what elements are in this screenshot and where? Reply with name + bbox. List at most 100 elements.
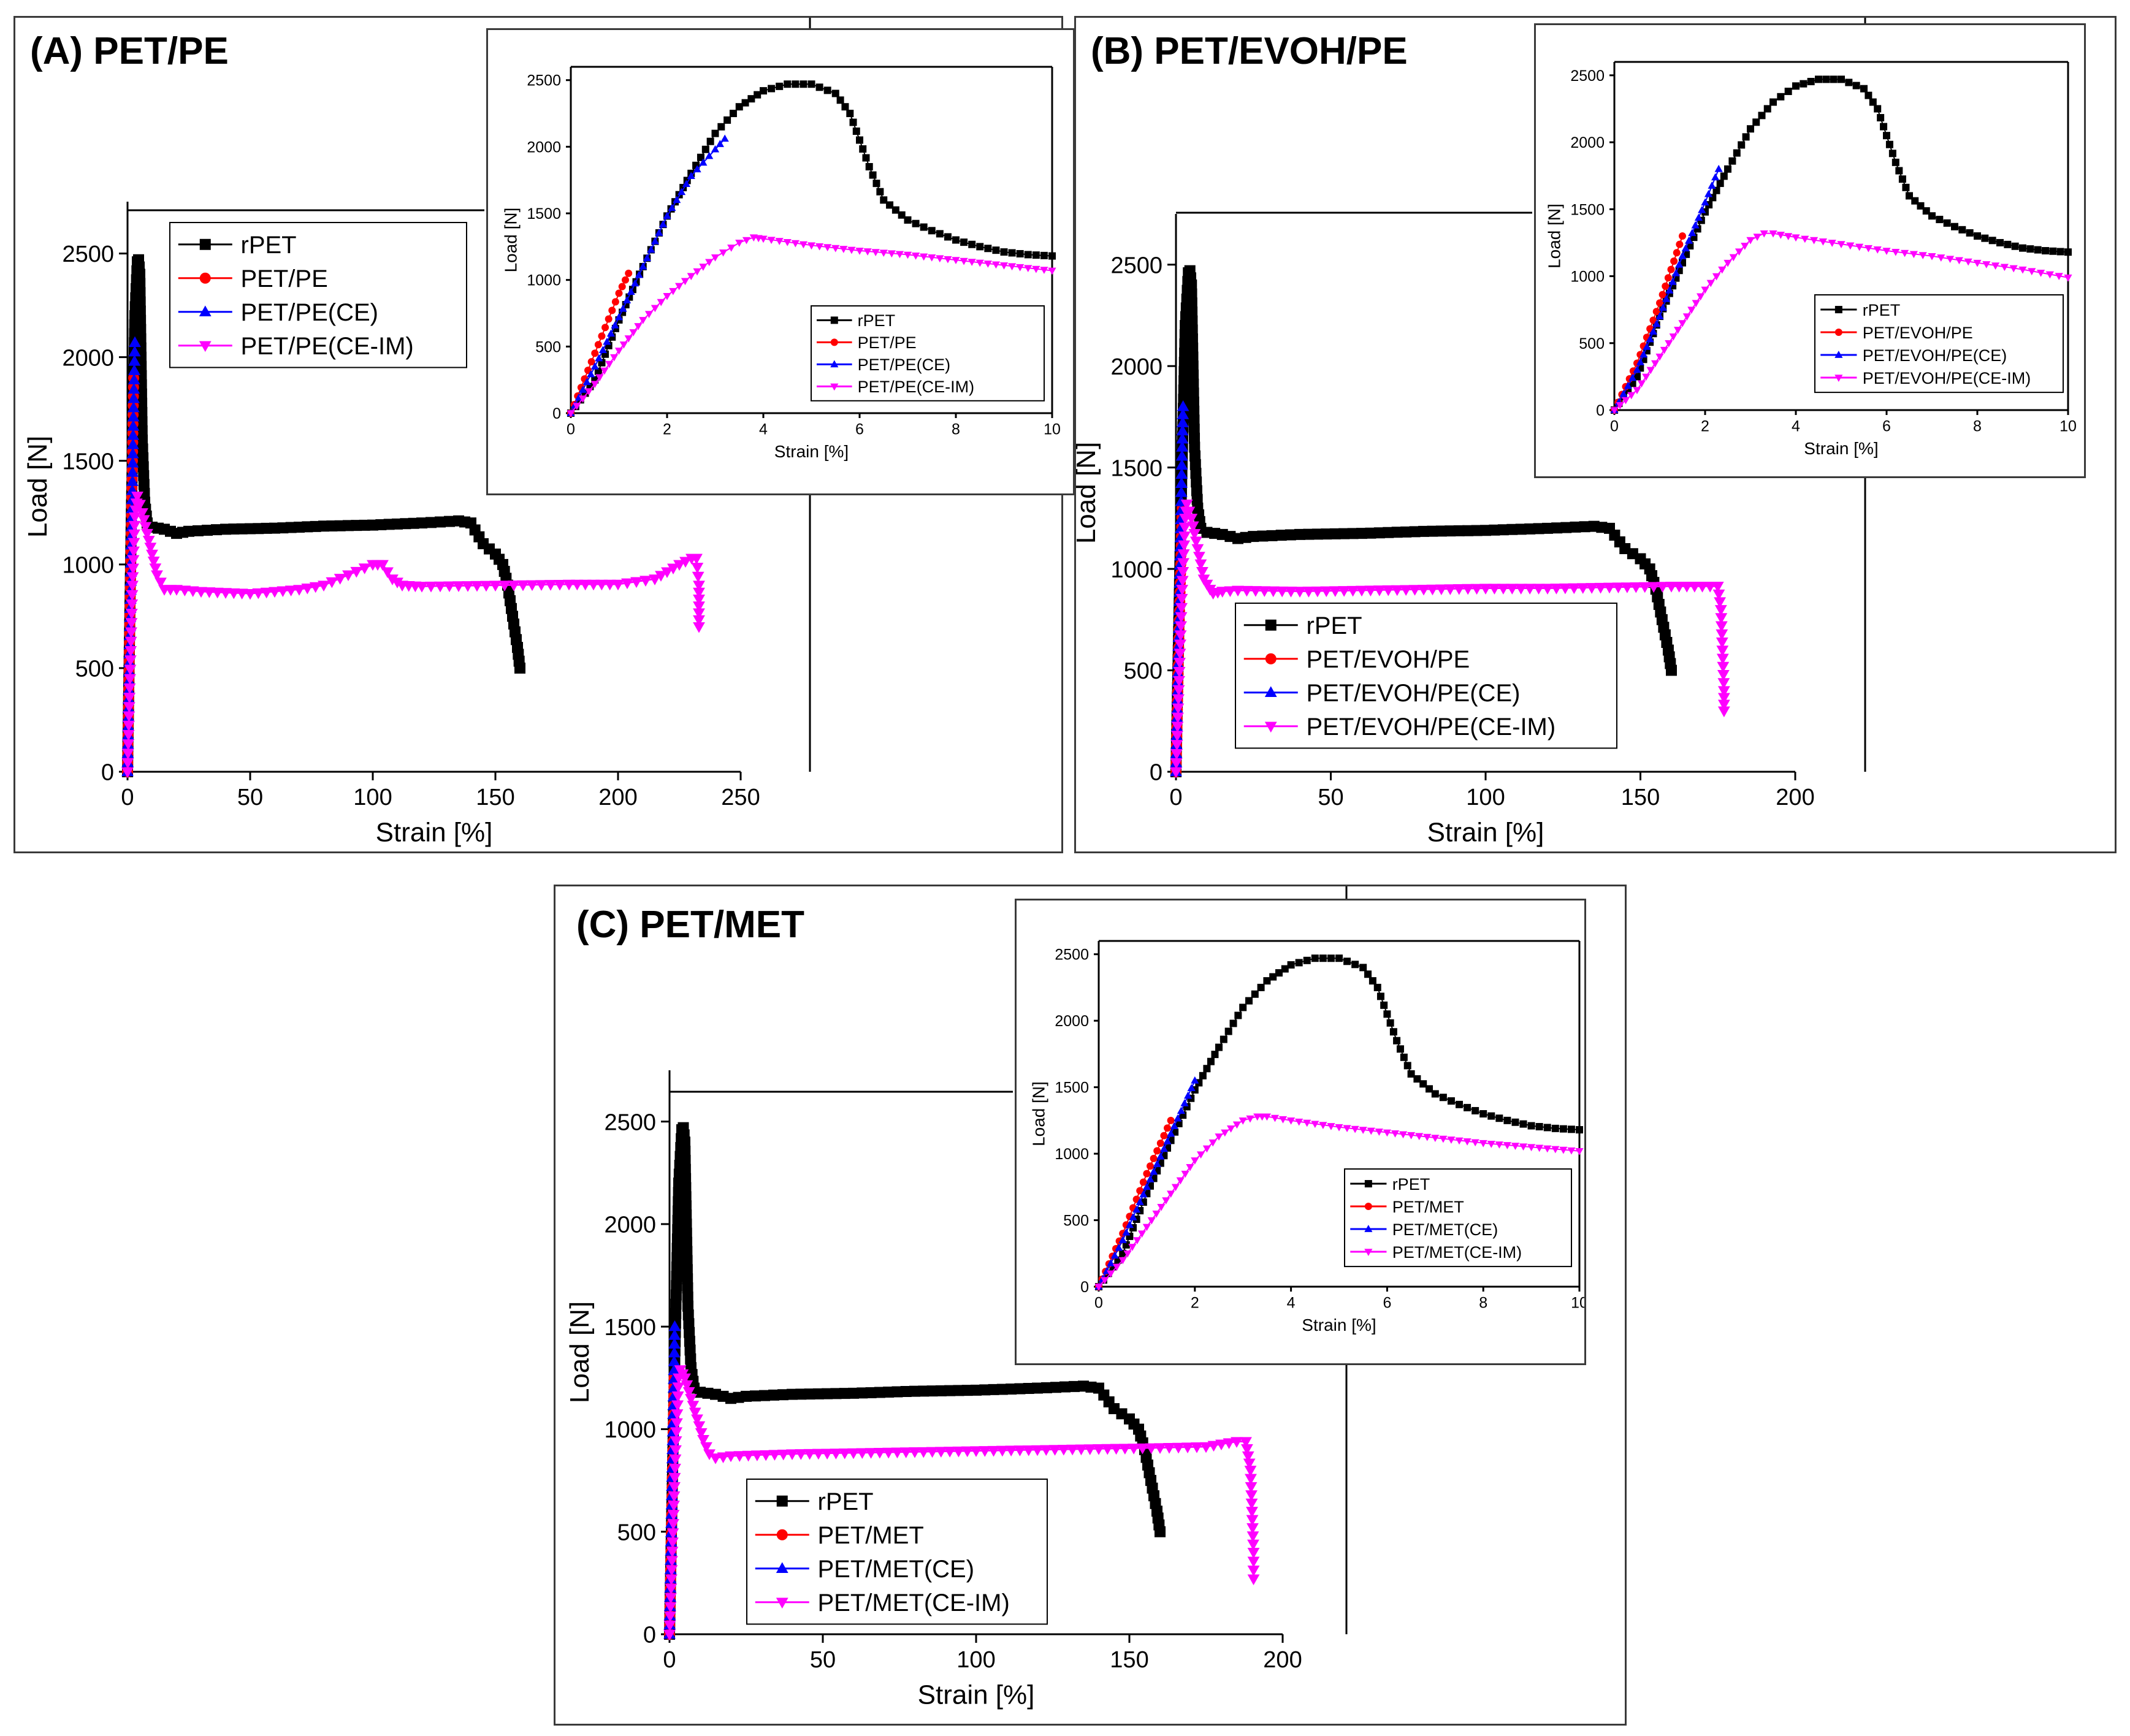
data-point [668,1346,681,1358]
data-point [693,601,705,612]
data-point [1059,1381,1071,1393]
legend-label: PET/PE [858,333,917,352]
data-point [627,287,635,295]
data-point [683,1318,695,1330]
data-point [1678,320,1687,327]
data-point [663,1629,676,1641]
panel-a: (A) PET/PE 0 50 100 150 200 250 0 500 1000 1500 20… [13,16,1075,853]
data-point [1240,1437,1252,1448]
data-point [649,574,661,585]
x-axis-label: Strain [%] [1427,817,1544,847]
legend-marker [830,360,839,368]
data-point [1311,528,1323,540]
data-point [716,140,724,147]
data-point [1472,1106,1479,1114]
data-point [671,1409,684,1420]
data-point [128,345,141,357]
data-point [839,246,848,253]
data-point [1196,567,1208,578]
data-point [1958,226,1966,234]
y-tick-label: 2500 [1570,67,1605,85]
data-point [1742,133,1750,141]
data-point [684,1336,695,1347]
data-point [1717,693,1730,704]
x-axis-label: Strain [%] [774,442,849,461]
x-axis-label: Strain [%] [918,1680,1035,1710]
data-point [987,1445,1000,1457]
data-point [1136,1198,1144,1205]
x-tick-label: 200 [598,785,637,810]
data-point [122,739,135,750]
data-point [668,1472,681,1484]
y-axis-label: Load [N] [502,208,521,273]
data-point [664,1611,676,1623]
data-point [1586,583,1598,594]
data-point [1364,585,1377,596]
data-point [669,1463,681,1475]
x-tick-label: 100 [353,785,392,810]
legend-marker [1834,306,1842,314]
data-point [961,1446,974,1458]
data-point [1716,645,1729,657]
data-point [1216,587,1229,598]
data-point [1524,584,1536,595]
data-point [988,1384,999,1395]
data-point [872,180,880,188]
data-point [1247,1547,1260,1559]
data-point [668,1329,681,1340]
x-tick-label: 10 [1044,421,1061,438]
data-point [1311,1121,1319,1129]
data-point [1714,597,1727,608]
data-point [680,1200,692,1212]
data-point [670,1418,683,1430]
data-point [1665,286,1674,294]
legend-label: PET/PE(CE) [241,299,378,326]
data-point [1243,1458,1256,1470]
data-point [768,1450,781,1461]
data-point [742,237,751,245]
data-point [1302,587,1315,598]
data-point [849,118,857,126]
data-point [1724,165,1731,173]
data-point [693,615,705,626]
data-point [839,1388,850,1399]
data-point [2019,244,2026,252]
data-point [122,729,135,741]
data-point [983,261,992,268]
data-point [128,355,141,366]
data-point [1203,1065,1211,1073]
data-point [1652,319,1661,327]
data-point [1656,299,1663,307]
data-point [1576,1126,1583,1134]
data-point [1453,525,1465,536]
data-point [124,664,137,676]
data-point [979,1384,991,1396]
panel-b: (B) PET/EVOH/PE 0 50 100 150 200 0 500 1000 1500… [1074,16,2117,853]
data-point [1639,350,1648,358]
data-point [999,262,1009,270]
data-point [1132,1205,1141,1213]
legend-marker [1834,329,1842,337]
data-point [669,1454,682,1466]
data-point [126,447,139,459]
data-point [1535,1122,1543,1130]
series-pet-pe [567,269,633,417]
data-point [768,1389,779,1401]
data-point [1177,567,1189,578]
data-point [681,1255,693,1266]
data-point [1185,514,1198,525]
data-point [124,655,137,666]
data-point [124,674,136,685]
data-point [1150,1167,1158,1175]
data-point [804,1388,815,1400]
data-point [697,153,704,161]
data-point [1057,1444,1070,1456]
y-tick-label: 2000 [604,1213,656,1238]
data-point [679,1163,691,1175]
data-point [1559,1146,1568,1154]
data-point [847,246,856,254]
x-tick-label: 2 [1191,1294,1199,1311]
legend-label: PET/MET [1392,1198,1464,1216]
y-tick-label: 1000 [62,552,114,578]
data-point [1681,244,1690,252]
